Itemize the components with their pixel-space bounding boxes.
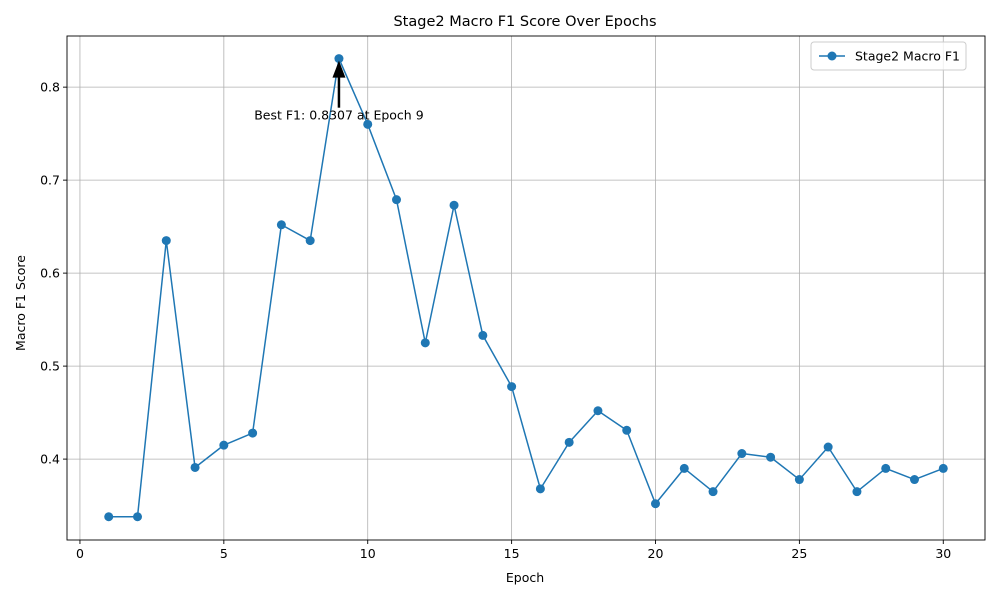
annotation-arrowhead bbox=[332, 60, 346, 78]
y-tick-label: 0.4 bbox=[40, 452, 60, 467]
series-line bbox=[108, 57, 944, 518]
x-tick-label: 30 bbox=[935, 546, 951, 561]
data-point bbox=[334, 54, 344, 64]
axes: 0 5 10 15 20 25 30 0.4 0.5 0.6 0.7 0.8 bbox=[40, 80, 951, 561]
data-point bbox=[507, 382, 517, 392]
legend-label: Stage2 Macro F1 bbox=[855, 49, 960, 64]
data-point bbox=[305, 236, 315, 246]
data-point bbox=[449, 200, 459, 210]
data-point bbox=[161, 236, 171, 246]
data-point bbox=[766, 452, 776, 462]
data-point bbox=[881, 463, 891, 473]
data-point bbox=[133, 512, 143, 522]
x-tick-label: 15 bbox=[504, 546, 520, 561]
y-tick-label: 0.8 bbox=[40, 80, 60, 95]
annotation: Best F1: 0.8307 at Epoch 9 bbox=[254, 60, 424, 123]
x-tick-label: 5 bbox=[220, 546, 228, 561]
data-point bbox=[392, 195, 402, 205]
legend: Stage2 Macro F1 bbox=[810, 41, 967, 71]
data-point bbox=[794, 475, 804, 485]
data-point bbox=[420, 338, 430, 348]
y-axis-label: Macro F1 Score bbox=[13, 255, 28, 351]
data-point bbox=[564, 437, 574, 447]
data-point bbox=[104, 512, 114, 522]
data-point bbox=[938, 463, 948, 473]
y-tick-label: 0.7 bbox=[40, 173, 60, 188]
data-point bbox=[535, 484, 545, 494]
data-point bbox=[478, 330, 488, 340]
data-point bbox=[593, 406, 603, 416]
legend-box bbox=[810, 41, 967, 71]
data-point bbox=[276, 220, 286, 230]
data-point bbox=[190, 462, 200, 472]
data-point bbox=[363, 119, 373, 129]
data-point bbox=[708, 487, 718, 497]
x-tick-label: 25 bbox=[791, 546, 807, 561]
data-point bbox=[737, 449, 747, 459]
data-point bbox=[823, 442, 833, 452]
y-tick-label: 0.5 bbox=[40, 359, 60, 374]
data-point bbox=[650, 499, 660, 509]
data-point bbox=[852, 487, 862, 497]
x-tick-label: 10 bbox=[360, 546, 376, 561]
data-point bbox=[219, 440, 229, 450]
legend-marker bbox=[827, 51, 837, 61]
data-point bbox=[679, 463, 689, 473]
x-tick-label: 20 bbox=[648, 546, 664, 561]
data-point bbox=[909, 475, 919, 485]
chart-title: Stage2 Macro F1 Score Over Epochs bbox=[393, 14, 656, 30]
series-layer bbox=[104, 54, 948, 522]
x-tick-label: 0 bbox=[76, 546, 84, 561]
x-axis-label: Epoch bbox=[506, 570, 544, 585]
data-point bbox=[248, 428, 258, 438]
plot-frame bbox=[66, 35, 986, 541]
data-point bbox=[622, 425, 632, 435]
y-tick-label: 0.6 bbox=[40, 266, 60, 281]
annotation-text: Best F1: 0.8307 at Epoch 9 bbox=[254, 108, 423, 123]
